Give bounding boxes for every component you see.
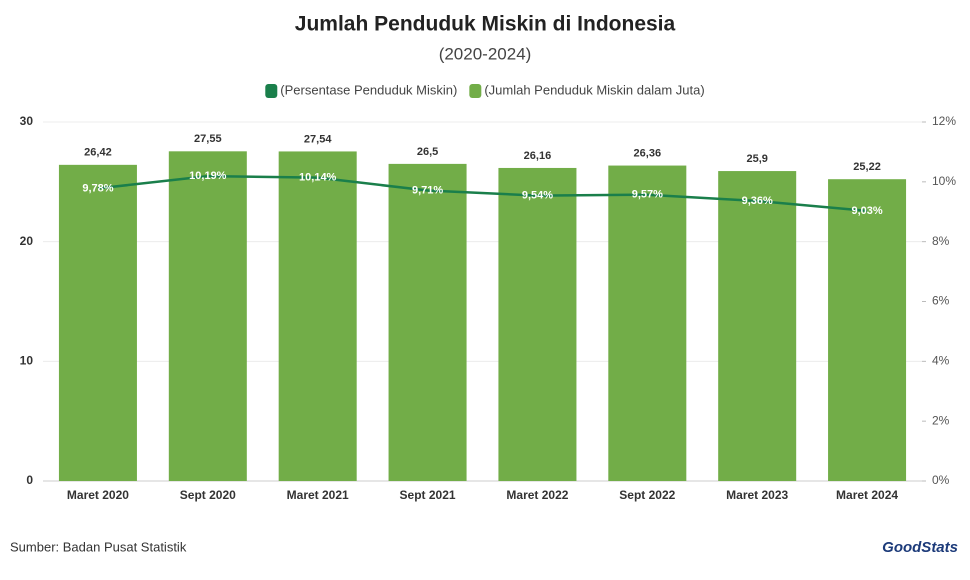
- line-value-label: 10,19%: [189, 170, 227, 182]
- x-tick-label: Sept 2022: [619, 488, 675, 502]
- x-tick-label: Sept 2020: [180, 488, 236, 502]
- line-value-label: 9,57%: [632, 189, 663, 201]
- bar-value-label: 26,42: [84, 147, 112, 159]
- chart-title: Jumlah Penduduk Miskin di Indonesia: [295, 13, 676, 36]
- chart-subtitle: (2020-2024): [439, 44, 532, 63]
- line-value-label: 9,36%: [742, 195, 773, 207]
- bar: [168, 151, 247, 481]
- line-value-label: 9,71%: [412, 184, 443, 196]
- bar: [498, 167, 577, 481]
- legend-label: (Jumlah Penduduk Miskin dalam Juta): [484, 82, 704, 97]
- y2-tick-label: 12%: [932, 114, 956, 128]
- legend: (Persentase Penduduk Miskin) (Jumlah Pend…: [265, 82, 705, 98]
- bar-value-label: 25,9: [746, 153, 767, 165]
- y-tick-label: 30: [20, 114, 34, 128]
- y-tick-label: 10: [20, 354, 34, 368]
- y-tick-label: 0: [26, 473, 33, 487]
- x-tick-label: Sept 2021: [400, 488, 456, 502]
- legend-label: (Persentase Penduduk Miskin): [280, 82, 457, 97]
- bar: [388, 163, 467, 481]
- bar-value-label: 25,22: [853, 161, 881, 173]
- bar: [278, 151, 357, 482]
- legend-swatch: [469, 84, 482, 98]
- x-tick-label: Maret 2024: [836, 488, 898, 502]
- bar: [718, 171, 797, 481]
- bar-value-label: 27,55: [194, 133, 222, 145]
- bar-value-label: 26,16: [524, 150, 552, 162]
- y2-tick-label: 8%: [932, 234, 950, 248]
- bar: [58, 164, 137, 481]
- line-value-label: 9,54%: [522, 190, 553, 202]
- line-value-label: 9,78%: [82, 182, 113, 194]
- y2-tick-label: 0%: [932, 473, 950, 487]
- y2-tick-label: 6%: [932, 294, 950, 308]
- bar-value-label: 26,36: [634, 147, 662, 159]
- x-tick-label: Maret 2022: [506, 488, 568, 502]
- y-tick-label: 20: [20, 234, 34, 248]
- x-tick-label: Maret 2023: [726, 488, 788, 502]
- y2-tick-label: 2%: [932, 413, 950, 427]
- y2-tick-label: 10%: [932, 174, 956, 188]
- line-value-label: 10,14%: [299, 172, 337, 184]
- source: Sumber: Badan Pusat Statistik: [10, 539, 187, 554]
- line-value-label: 9,03%: [851, 205, 882, 217]
- bar-value-label: 26,5: [417, 146, 438, 158]
- line: [97, 174, 868, 213]
- x-tick-label: Maret 2021: [287, 488, 349, 502]
- legend-swatch: [265, 84, 278, 98]
- y2-tick-label: 4%: [932, 354, 950, 368]
- bar-value-label: 27,54: [304, 133, 332, 145]
- bar: [608, 165, 687, 482]
- x-tick-label: Maret 2020: [67, 488, 129, 502]
- logo: GoodStats: [882, 539, 958, 556]
- bar: [828, 179, 907, 481]
